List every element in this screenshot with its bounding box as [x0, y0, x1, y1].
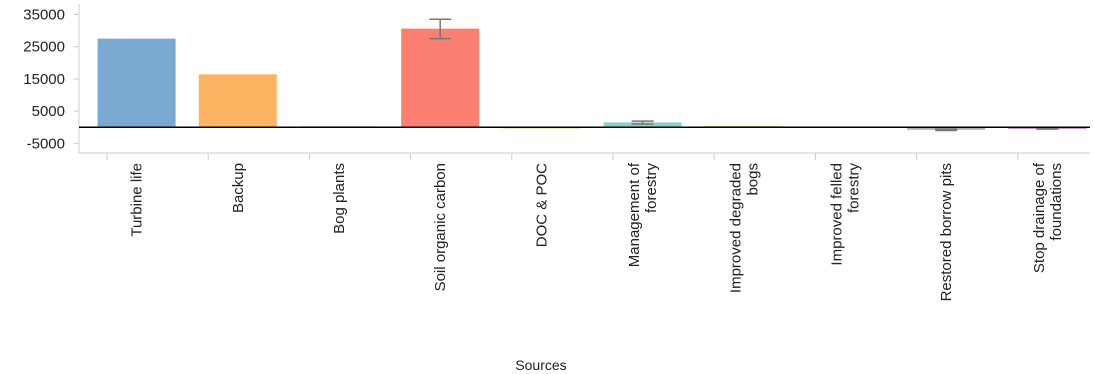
x-tick-label-line: Soil organic carbon — [432, 163, 449, 291]
x-tick-label-line: DOC & POC — [533, 163, 550, 247]
x-tick-label-line: Improved degraded — [727, 163, 744, 293]
x-tick-label-line: foundations — [1048, 163, 1065, 241]
x-tick-label: Backup — [230, 163, 247, 213]
y-tick-label: 25000 — [23, 39, 65, 56]
x-tick-label: Management offorestry — [626, 162, 660, 267]
x-tick-label: Improved degradedbogs — [727, 163, 761, 293]
x-tick-label-line: Stop drainage of — [1031, 162, 1048, 273]
x-tick-label: Improved felledforestry — [829, 163, 863, 266]
x-tick-label-line: Management of — [626, 162, 643, 267]
x-tick-label: Restored borrow pits — [938, 163, 955, 301]
bar — [97, 38, 176, 128]
x-tick-label: Stop drainage offoundations — [1031, 162, 1065, 273]
x-axis-title: Sources — [515, 357, 566, 373]
x-tick-label: DOC & POC — [533, 163, 550, 247]
x-tick-label-line: Turbine life — [129, 163, 146, 237]
bar — [603, 122, 682, 128]
x-tick-label-line: bogs — [744, 163, 761, 196]
x-tick-label: Soil organic carbon — [432, 163, 449, 291]
x-tick-label-line: forestry — [846, 163, 863, 214]
x-axis — [79, 152, 1090, 160]
error-bars-group — [429, 18, 1059, 132]
y-tick-label: 15000 — [23, 71, 65, 88]
x-labels-group: Turbine life Backup Bog plants Soil organic… — [129, 162, 1065, 301]
x-tick-label: Bog plants — [331, 163, 348, 234]
y-tick-label: 5000 — [32, 103, 65, 120]
y-tick-label: 35000 — [23, 6, 65, 23]
x-tick-label-line: forestry — [643, 163, 660, 214]
x-tick-label: Turbine life — [129, 163, 146, 237]
y-axis: 35000 25000 15000 5000 -5000 — [23, 4, 80, 153]
y-tick-label: -5000 — [27, 135, 65, 152]
x-tick-label-line: Restored borrow pits — [938, 163, 955, 301]
x-tick-label-line: Backup — [230, 163, 247, 213]
x-tick-label-line: Improved felled — [829, 163, 846, 266]
bar — [198, 74, 277, 128]
bar — [401, 28, 480, 128]
bars-group — [97, 28, 1087, 130]
x-tick-label-line: Bog plants — [331, 163, 348, 234]
